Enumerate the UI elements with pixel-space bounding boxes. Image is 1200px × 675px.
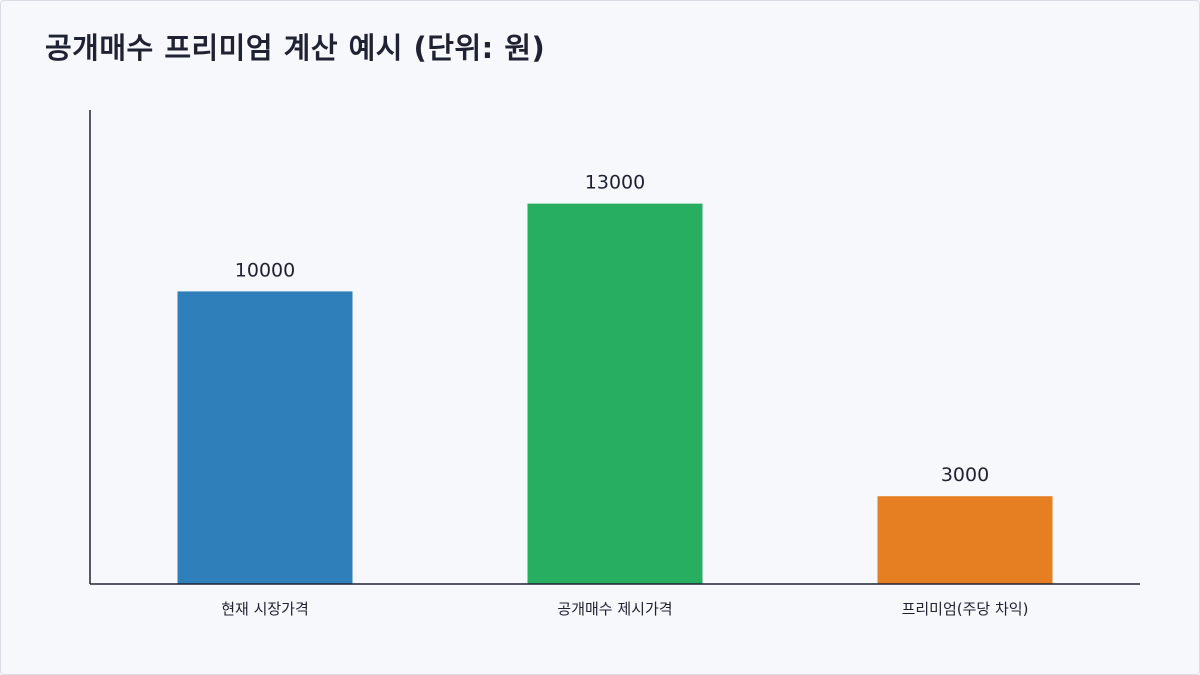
data-labels-group: 10000 13000 3000 <box>235 172 989 487</box>
x-tick-label-1: 현재 시장가격 <box>221 600 309 618</box>
data-label-1: 10000 <box>235 259 295 281</box>
data-label-3: 3000 <box>941 464 989 486</box>
data-label-2: 13000 <box>585 172 645 194</box>
bars-group <box>177 203 1053 584</box>
x-tick-label-2: 공개매수 제시가격 <box>557 600 672 618</box>
chart-title: 공개매수 프리미엄 계산 예시 (단위: 원) <box>45 31 546 65</box>
x-tick-labels-group: 현재 시장가격 공개매수 제시가격 프리미엄(주당 차익) <box>221 600 1028 618</box>
bar-2 <box>527 203 703 584</box>
x-tick-label-3: 프리미엄(주당 차익) <box>902 600 1029 618</box>
bar-3 <box>877 496 1053 584</box>
bar-1 <box>177 291 353 584</box>
